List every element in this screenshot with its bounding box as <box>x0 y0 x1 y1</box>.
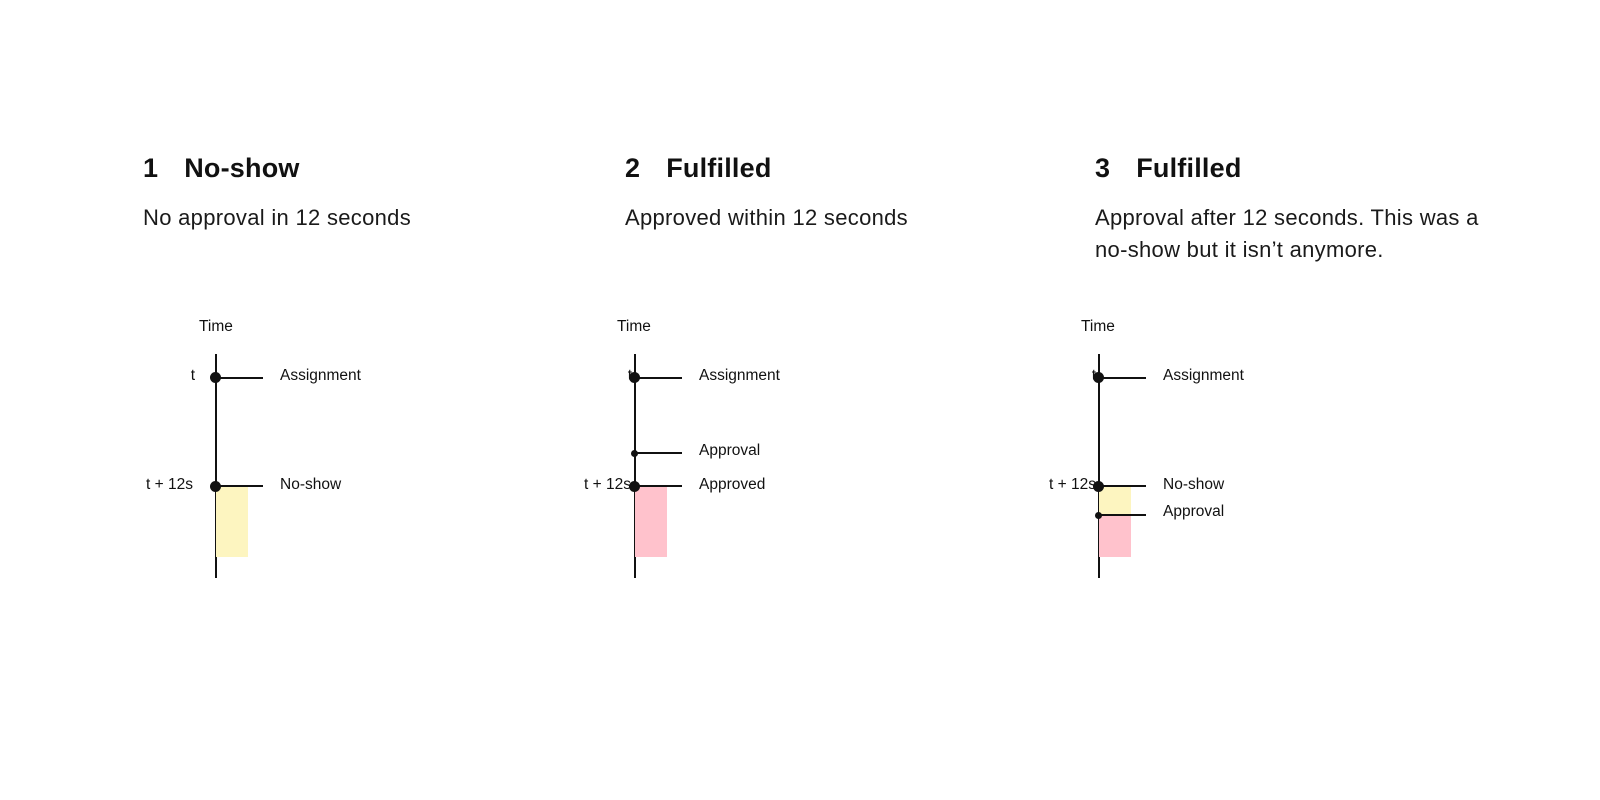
fulfilled-period-block <box>1099 515 1131 557</box>
panel-number: 2 <box>625 153 641 183</box>
event-label-assignment: Assignment <box>280 367 361 384</box>
assignment-marker <box>1093 372 1104 383</box>
fulfilled-period-block <box>635 487 667 557</box>
no-show-connector <box>1099 485 1146 487</box>
approval-connector <box>1099 514 1146 516</box>
tick-label-t: t <box>190 367 195 384</box>
time-axis-label: Time <box>1081 318 1115 335</box>
approval-marker <box>631 450 638 457</box>
time-axis-label: Time <box>199 318 233 335</box>
panel-fulfilled-after: 3 Fulfilled Approval after 12 seconds. Th… <box>1049 0 1575 800</box>
no-show-marker <box>210 481 221 492</box>
no-show-connector <box>216 485 263 487</box>
panel-heading: 3 Fulfilled <box>1095 153 1242 184</box>
panel-title: Fulfilled <box>666 153 772 183</box>
panel-heading: 2 Fulfilled <box>625 153 772 184</box>
tick-label-t-plus-12s: t + 12s <box>146 476 193 493</box>
assignment-connector <box>1099 377 1146 379</box>
event-label-approval: Approval <box>699 442 761 459</box>
approved-marker <box>629 481 640 492</box>
event-label-no-show: No-show <box>280 476 342 493</box>
panel-number: 1 <box>143 153 159 183</box>
event-label-assignment: Assignment <box>1163 367 1244 384</box>
panel-title: No-show <box>184 153 300 183</box>
event-label-assignment: Assignment <box>699 367 780 384</box>
panel-title: Fulfilled <box>1136 153 1242 183</box>
approved-connector <box>635 485 682 487</box>
assignment-marker <box>629 372 640 383</box>
panel-heading: 1 No-show <box>143 153 300 184</box>
panel-description: Approval after 12 seconds. This was a no… <box>1095 205 1479 262</box>
event-label-no-show: No-show <box>1163 476 1225 493</box>
no-show-period-block <box>1099 487 1131 515</box>
approval-marker <box>1095 512 1102 519</box>
timeline-axis <box>634 354 636 578</box>
assignment-marker <box>210 372 221 383</box>
panel-description: Approved within 12 seconds <box>625 205 908 230</box>
panel-description: No approval in 12 seconds <box>143 205 411 230</box>
approval-connector <box>635 452 682 454</box>
tick-label-t-plus-12s: t + 12s <box>1049 476 1096 493</box>
panel-no-show: 1 No-show No approval in 12 seconds Time … <box>143 0 563 800</box>
time-axis-label: Time <box>617 318 651 335</box>
event-label-approval: Approval <box>1163 503 1225 520</box>
panel-number: 3 <box>1095 153 1111 183</box>
timeline-axis <box>215 354 217 578</box>
event-label-approved: Approved <box>699 476 766 493</box>
panel-fulfilled-within: 2 Fulfilled Approved within 12 seconds Ti… <box>584 0 1045 800</box>
no-show-marker <box>1093 481 1104 492</box>
timeline-axis <box>1098 354 1100 578</box>
tick-label-t-plus-12s: t + 12s <box>584 476 631 493</box>
assignment-connector <box>635 377 682 379</box>
no-show-period-block <box>216 487 248 557</box>
assignment-connector <box>216 377 263 379</box>
